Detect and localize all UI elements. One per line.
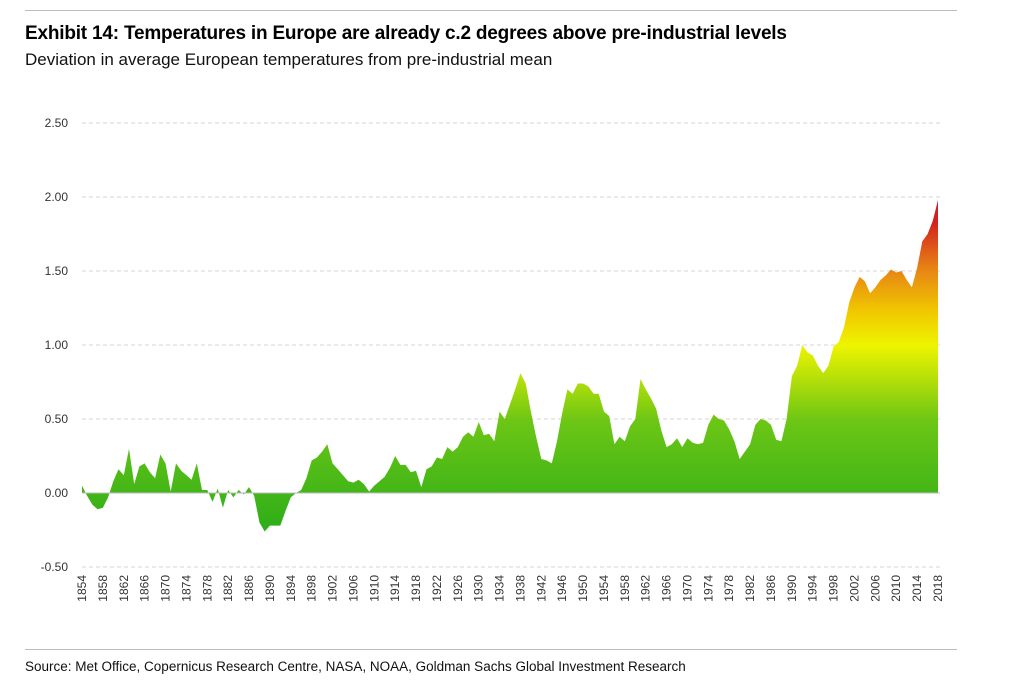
x-tick-label: 1950 — [576, 575, 590, 602]
x-tick-label: 1858 — [96, 575, 110, 602]
x-tick-label: 1866 — [138, 575, 152, 602]
x-tick-label: 1990 — [785, 575, 799, 602]
top-rule — [25, 10, 957, 11]
x-tick-label: 1942 — [534, 575, 548, 602]
x-tick-label: 1930 — [472, 575, 486, 602]
x-tick-label: 2018 — [931, 575, 945, 602]
y-tick-label: 1.50 — [45, 264, 69, 278]
x-tick-label: 1906 — [346, 575, 360, 602]
x-tick-label: 1870 — [159, 575, 173, 602]
x-tick-label: 1902 — [326, 575, 340, 602]
area-chart: 2.502.001.501.000.500.00-0.50 1854 1858 18… — [41, 116, 945, 602]
x-tick-label: 1982 — [743, 575, 757, 602]
x-tick-label: 1874 — [179, 575, 193, 602]
x-tick-label: 1890 — [263, 575, 277, 602]
bottom-rule — [25, 649, 957, 650]
y-tick-label: 1.00 — [45, 338, 69, 352]
y-tick-label: 2.50 — [45, 116, 69, 130]
x-tick-label: 1926 — [451, 575, 465, 602]
x-tick-label: 1854 — [75, 575, 89, 602]
temperature-area — [82, 200, 938, 532]
x-tick-label: 1894 — [284, 575, 298, 602]
x-tick-label: 2002 — [848, 575, 862, 602]
y-tick-label: 0.00 — [45, 486, 69, 500]
x-tick-label: 2014 — [910, 575, 924, 602]
chart-subtitle: Deviation in average European temperatur… — [25, 50, 553, 69]
x-tick-label: 1862 — [117, 575, 131, 602]
x-tick-label: 1922 — [430, 575, 444, 602]
x-tick-label: 1878 — [200, 575, 214, 602]
x-tick-label: 1910 — [367, 575, 381, 602]
x-tick-label: 1898 — [305, 575, 319, 602]
x-tick-label: 1966 — [660, 575, 674, 602]
x-tick-label: 1882 — [221, 575, 235, 602]
y-tick-label: 2.00 — [45, 190, 69, 204]
x-tick-label: 1998 — [827, 575, 841, 602]
x-axis-ticks: 1854 1858 1862 1866 1870 1874 1878 1882 1886 1890… — [75, 575, 945, 602]
gridlines — [82, 122, 940, 568]
y-axis-ticks: 2.50 2.00 1.50 1.00 0.50 0.00 -0.50 — [41, 116, 69, 574]
x-tick-label: 2010 — [889, 575, 903, 602]
x-tick-label: 1974 — [701, 575, 715, 602]
x-tick-label: 1986 — [764, 575, 778, 602]
chart-title: Exhibit 14: Temperatures in Europe are a… — [25, 23, 787, 44]
source-note: Source: Met Office, Copernicus Research … — [25, 659, 686, 674]
x-tick-label: 1958 — [618, 575, 632, 602]
x-tick-label: 1978 — [722, 575, 736, 602]
x-tick-label: 2006 — [868, 575, 882, 602]
x-tick-label: 1938 — [513, 575, 527, 602]
x-tick-label: 1914 — [388, 575, 402, 602]
x-tick-label: 1946 — [555, 575, 569, 602]
x-tick-label: 1994 — [806, 575, 820, 602]
x-tick-label: 1962 — [639, 575, 653, 602]
y-tick-label: 0.50 — [45, 412, 69, 426]
x-tick-label: 1970 — [681, 575, 695, 602]
x-tick-label: 1934 — [493, 575, 507, 602]
y-tick-label: -0.50 — [41, 560, 69, 574]
x-tick-label: 1918 — [409, 575, 423, 602]
x-tick-label: 1886 — [242, 575, 256, 602]
x-tick-label: 1954 — [597, 575, 611, 602]
